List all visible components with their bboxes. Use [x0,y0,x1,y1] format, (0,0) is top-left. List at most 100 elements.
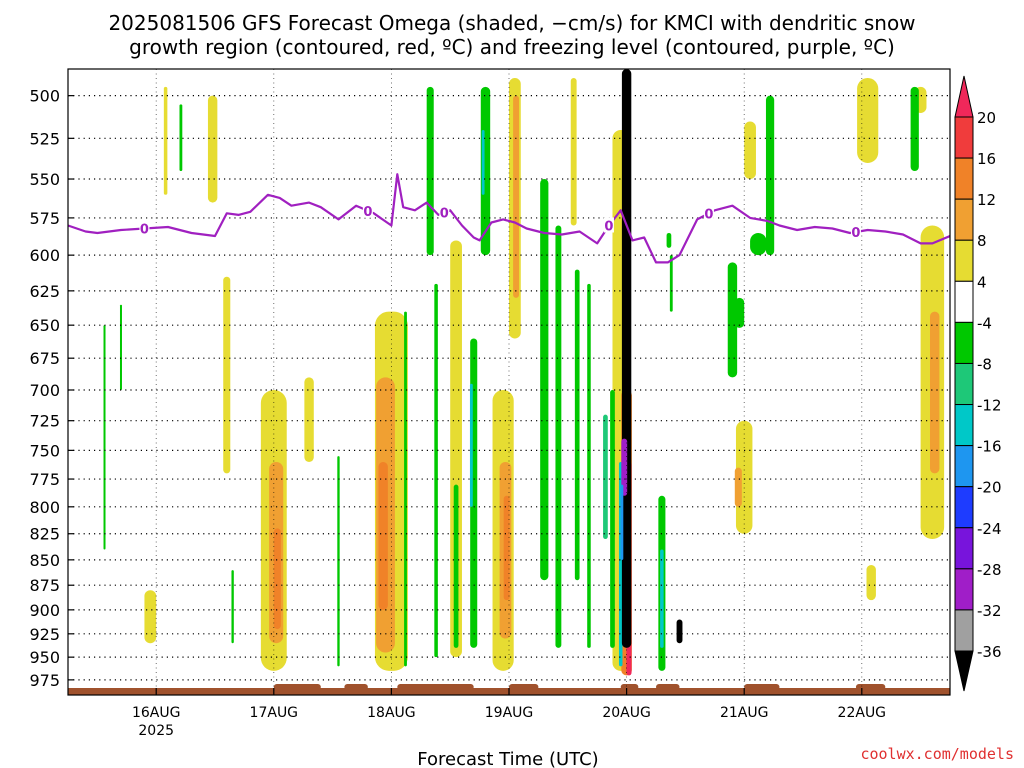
omega-cell-11 [450,240,462,658]
omega-cell-38 [469,383,473,507]
omega-cell-2 [207,95,218,203]
omega-cell-50 [660,549,664,648]
y-tick-label-600: 600 [29,246,60,265]
y-tick-label-775: 775 [29,470,60,489]
freezing-label-bg-5 [850,223,861,239]
omega-cell-22 [734,467,742,507]
omega-cell-31 [179,104,183,172]
terrain-bump-1 [344,684,368,690]
chart-title-line2: growth region (contoured, red, ºC) and f… [129,35,895,59]
colorbar-label-10: -24 [977,520,1002,538]
omega-cell-42 [540,179,549,581]
omega-cell-33 [337,456,340,667]
omega-cell-30 [119,304,122,390]
colorbar: 20 16 12 8 4 -4 -8 -12 -16 -20 -24 -28 -32 -36 [954,75,1002,692]
freezing-level-label-0: 0 [140,222,149,237]
y-tick-label-975: 975 [29,671,60,690]
omega-cell-29 [103,325,106,550]
colorbar-seg-12 [954,609,974,652]
colorbar-label-3: 8 [977,232,987,250]
colorbar-label-7: -12 [977,397,1002,415]
colorbar-top-arrow [954,75,974,118]
omega-cell-53 [676,619,683,644]
terrain-bump-2 [397,684,474,690]
terrain-bump-6 [744,684,780,690]
colorbar-seg-0 [954,116,974,159]
x-tick-label-1: 17AUG [250,705,299,721]
colorbar-seg-7 [954,404,974,447]
y-tick-label-925: 925 [29,625,60,644]
grid-lines [68,69,950,695]
omega-cell-34 [426,86,434,256]
y-tick-label-750: 750 [29,441,60,460]
x-tick-label-5: 21AUG [720,705,769,721]
omega-cell-10 [378,461,388,610]
terrain-bump-7 [855,684,886,690]
omega-cell-51 [666,232,672,248]
freezing-level-label-4: 0 [704,207,713,222]
colorbar-label-12: -32 [977,602,1002,620]
omega-cell-61 [620,484,624,560]
omega-cell-46 [610,389,615,648]
omega-cell-55 [734,297,745,328]
terrain-bump-4 [620,684,639,690]
colorbar-bottom-arrow [954,650,974,692]
x-tick-label-2: 18AUG [367,705,416,721]
omega-cell-56 [765,95,775,256]
omega-cell-39 [480,86,491,256]
y-axis: 500 525 550 575 600 625 650 675 700 725 750 775 800 8… [29,87,74,690]
omega-cell-57 [750,232,767,256]
colorbar-label-5: -4 [977,314,992,332]
y-tick-label-825: 825 [29,525,60,544]
colorbar-label-11: -28 [977,561,1002,579]
y-tick-label-875: 875 [29,576,60,595]
omega-cell-5 [273,528,281,630]
omega-cell-47 [603,414,608,540]
freezing-label-bg-3 [603,217,614,233]
x-year-label: 2025 [138,723,174,739]
omega-cell-6 [223,276,231,474]
omega-cell-36 [434,283,438,658]
colorbar-seg-6 [954,362,974,406]
y-tick-label-550: 550 [29,170,60,189]
omega-cell-59 [621,69,632,648]
colorbar-seg-4 [954,280,974,323]
omega-cell-43 [555,225,562,648]
y-tick-label-800: 800 [29,498,60,517]
omega-cell-16 [513,95,519,298]
y-tick-label-675: 675 [29,349,60,368]
omega-cell-32 [231,570,234,644]
colorbar-label-8: -16 [977,438,1002,456]
freezing-label-bg-1 [362,202,373,218]
y-tick-label-500: 500 [29,87,60,106]
colorbar-seg-5 [954,321,974,364]
freezing-label-bg-0 [139,220,150,236]
omega-cell-60 [621,438,628,496]
credit-text: coolwx.com/models [860,745,1014,763]
omega-cell-7 [304,377,314,462]
y-tick-label-525: 525 [29,129,60,148]
omega-cell-35 [404,311,407,667]
colorbar-label-0: 20 [977,109,996,127]
colorbar-label-13: -36 [977,643,1002,661]
omega-cell-14 [503,495,510,601]
colorbar-label-9: -20 [977,479,1002,497]
omega-cell-24 [866,564,876,601]
x-tick-label-3: 19AUG [485,705,534,721]
colorbar-label-1: 16 [977,150,996,168]
omega-cell-52 [669,255,673,312]
colorbar-label-2: 12 [977,191,996,209]
colorbar-seg-9 [954,486,974,529]
colorbar-seg-1 [954,157,974,200]
omega-cell-45 [587,283,591,648]
colorbar-seg-10 [954,527,974,570]
freezing-label-bg-2 [439,204,450,220]
omega-cell-1 [163,86,168,195]
omega-cell-41 [453,484,459,648]
omega-cell-17 [570,77,577,226]
omega-cell-44 [574,269,580,581]
x-tick-label-6: 22AUG [838,705,887,721]
y-tick-label-650: 650 [29,316,60,335]
colorbar-seg-2 [954,198,974,241]
